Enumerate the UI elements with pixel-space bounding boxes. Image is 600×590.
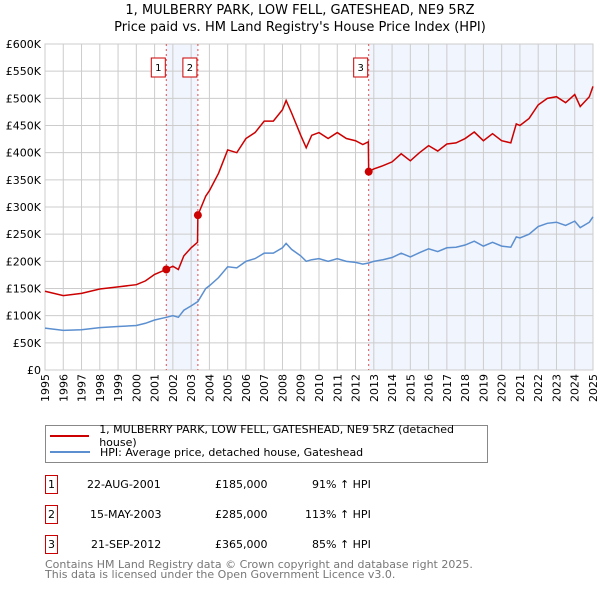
y-tick-label: £50K	[13, 337, 42, 350]
x-tick-label: 1999	[112, 374, 125, 402]
legend-label-hpi: HPI: Average price, detached house, Gate…	[100, 445, 364, 459]
x-tick-label: 2001	[149, 374, 162, 402]
sale-label-box	[353, 57, 369, 78]
x-tick-label: 2009	[295, 374, 308, 402]
y-tick-label: £450K	[6, 120, 42, 133]
x-tick-label: 1998	[94, 374, 107, 402]
x-tick-label: 2018	[459, 374, 472, 402]
plot-frame	[44, 43, 594, 371]
x-tick-label: 2021	[514, 374, 527, 402]
y-tick-label: £300K	[6, 201, 42, 214]
x-tick-label: 1996	[57, 374, 70, 402]
x-tick-label: 2002	[167, 374, 180, 402]
x-tick-label: 2014	[386, 374, 399, 402]
sale-price: £185,000	[215, 478, 268, 491]
sale-date: 22-AUG-2001	[87, 478, 161, 491]
x-tick-label: 2011	[331, 374, 344, 402]
footer-line-1: Contains HM Land Registry data © Crown c…	[45, 558, 473, 571]
x-tick-label: 2015	[404, 374, 417, 402]
y-tick-label: £400K	[6, 147, 42, 160]
sale-price: £285,000	[215, 508, 268, 521]
x-tick-label: 2023	[550, 374, 563, 402]
y-tick-label: £550K	[6, 65, 42, 78]
sale-price: £365,000	[215, 538, 268, 551]
y-tick-label: £500K	[6, 92, 42, 105]
x-tick-label: 2013	[368, 374, 381, 402]
x-tick-label: 2004	[203, 374, 216, 402]
x-tick-label: 2017	[441, 374, 454, 402]
x-tick-label: 1995	[39, 374, 52, 402]
sale-hpi: 113% ↑ HPI	[305, 508, 371, 521]
plot-area: £0 £50K £100K £150K £200K £250K £300K £350K £400…	[6, 38, 600, 402]
sale-point	[364, 167, 373, 176]
x-tick-label: 2003	[185, 374, 198, 402]
sale-marker-box: 2	[45, 505, 58, 524]
sale-point	[193, 211, 202, 220]
legend-label-property: 1, MULBERRY PARK, LOW FELL, GATESHEAD, N…	[99, 423, 455, 449]
sale-row: 1 22-AUG-2001 £185,000 91% ↑ HPI	[45, 475, 465, 495]
sale-label-box	[150, 57, 166, 78]
sale-label: 3	[357, 63, 363, 74]
x-tick-label: 2012	[350, 374, 363, 402]
footer-line-2: This data is licensed under the Open Gov…	[45, 568, 396, 581]
sale-point	[162, 265, 171, 274]
sale-marker-box: 3	[45, 535, 58, 554]
y-tick-label: £200K	[6, 255, 42, 268]
x-tick-label: 2000	[130, 374, 143, 402]
sale-date: 21-SEP-2012	[91, 538, 162, 551]
x-tick-label: 2025	[587, 374, 600, 402]
x-tick-label: 2019	[477, 374, 490, 402]
sale-label: 2	[187, 63, 193, 74]
y-tick-label: £0	[27, 364, 41, 377]
legend-swatch-property	[50, 435, 90, 437]
sale-label-box	[182, 57, 198, 78]
x-tick-label: 2022	[532, 374, 545, 402]
legend: 1, MULBERRY PARK, LOW FELL, GATESHEAD, N…	[45, 423, 488, 463]
x-tick-label: 2024	[569, 374, 582, 402]
sale-hpi: 85% ↑ HPI	[312, 538, 371, 551]
chart-subtitle: Price paid vs. HM Land Registry's House …	[114, 20, 486, 35]
x-tick-label: 2020	[496, 374, 509, 402]
x-tick-label: 2005	[222, 374, 235, 402]
chart-title: 1, MULBERRY PARK, LOW FELL, GATESHEAD, N…	[125, 3, 475, 18]
x-tick-label: 1997	[76, 374, 89, 402]
y-tick-label: £600K	[6, 38, 42, 51]
sale-date: 15-MAY-2003	[90, 508, 162, 521]
y-tick-label: £250K	[6, 228, 42, 241]
x-tick-label: 2016	[423, 374, 436, 402]
x-tick-label: 2007	[258, 374, 271, 402]
y-tick-label: £100K	[6, 310, 42, 323]
footer: Contains HM Land Registry data © Crown c…	[45, 558, 473, 581]
sale-label: 1	[155, 63, 161, 74]
sale-row: 2 15-MAY-2003 £285,000 113% ↑ HPI	[45, 505, 465, 525]
y-tick-label: £150K	[6, 283, 42, 296]
property-price-line	[44, 86, 594, 297]
x-tick-label: 2006	[240, 374, 253, 402]
sale-row: 3 21-SEP-2012 £365,000 85% ↑ HPI	[45, 535, 465, 555]
x-tick-label: 2010	[313, 374, 326, 402]
hpi-line	[44, 216, 594, 332]
legend-swatch-hpi	[50, 451, 90, 453]
y-tick-label: £350K	[6, 174, 42, 187]
sale-marker-box: 1	[45, 475, 58, 494]
sale-hpi: 91% ↑ HPI	[312, 478, 371, 491]
x-tick-label: 2008	[276, 374, 289, 402]
